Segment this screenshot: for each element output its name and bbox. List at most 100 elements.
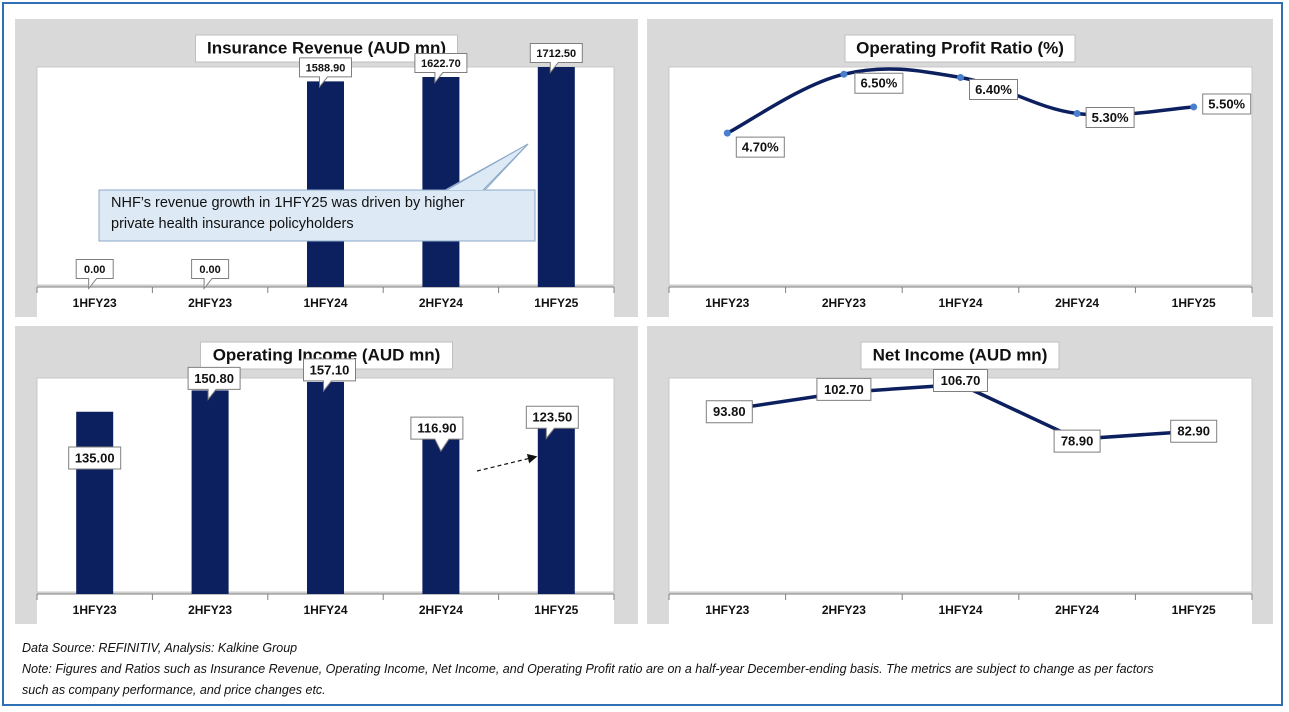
rev-data-label-2: 1588.90	[299, 57, 352, 89]
opr-category-label-4: 1HFY25	[1172, 296, 1216, 310]
ni-chart-svg: Net Income (AUD mn) 1HFY23 2HFY23 1HFY24 2HF…	[668, 341, 1253, 624]
opi-category-label-1: 2HFY23	[188, 603, 232, 617]
ni-category-label-3: 2HFY24	[1055, 603, 1099, 617]
ni-category-label-1: 2HFY23	[822, 603, 866, 617]
rev-data-label-2-text: 1588.90	[306, 62, 346, 74]
ni-data-label-4-text: 82.90	[1177, 424, 1210, 439]
opr-data-label-3: 5.30%	[1085, 106, 1135, 128]
opi-category-band	[37, 594, 614, 624]
rev-data-label-1: 0.00	[191, 259, 230, 290]
opr-chart-svg: Operating Profit Ratio (%) 1HFY23 2HFY23 1H…	[668, 34, 1253, 317]
opr-category-label-2: 1HFY24	[938, 296, 982, 310]
opi-category-label-0: 1HFY23	[73, 603, 117, 617]
rev-chart-title: Insurance Revenue (AUD mn)	[207, 38, 446, 57]
ni-data-label-2-text: 106.70	[941, 373, 981, 388]
opi-data-label-4: 123.50	[525, 405, 579, 440]
opr-plot-area	[668, 66, 1253, 286]
opr-data-label-1-text: 6.50%	[860, 76, 897, 91]
opr-category-band	[669, 287, 1252, 317]
opr-chart-title: Operating Profit Ratio (%)	[856, 38, 1064, 57]
rev-data-label-3-text: 1622.70	[421, 58, 461, 70]
ni-data-label-3-text: 78.90	[1061, 434, 1094, 449]
opi-data-label-1: 150.80	[187, 366, 241, 401]
opr-point-0	[723, 129, 731, 137]
opi-category-label-3: 2HFY24	[419, 603, 463, 617]
methodology-note-line-2: such as company performance, and price c…	[22, 683, 326, 697]
opi-data-label-1-text: 150.80	[194, 371, 234, 386]
opr-data-label-4: 5.50%	[1202, 93, 1252, 115]
ni-chart-title: Net Income (AUD mn)	[873, 345, 1048, 364]
ni-data-label-4: 82.90	[1170, 419, 1218, 443]
ni-data-label-1: 102.70	[816, 377, 872, 401]
rev-annotation-callout: NHF’s revenue growth in 1HFY25 was drive…	[98, 143, 536, 242]
opi-category-label-2: 1HFY24	[303, 603, 347, 617]
opi-data-label-2-text: 157.10	[310, 362, 350, 377]
ni-category-label-2: 1HFY24	[938, 603, 982, 617]
data-source-note: Data Source: REFINITIV, Analysis: Kalkin…	[22, 641, 298, 655]
opi-category-label-4: 1HFY25	[534, 603, 578, 617]
opr-category-label-1: 2HFY23	[822, 296, 866, 310]
ni-data-label-0-text: 93.80	[713, 404, 746, 419]
opr-data-label-0: 4.70%	[735, 136, 785, 158]
opr-point-3	[1073, 109, 1081, 117]
rev-category-label-0: 1HFY23	[73, 296, 117, 310]
rev-category-label-2: 1HFY24	[303, 296, 347, 310]
operating-profit-ratio-panel: Operating Profit Ratio (%) 1HFY23 2HFY23 1H…	[647, 19, 1273, 317]
ni-data-label-1-text: 102.70	[824, 382, 864, 397]
opr-data-label-3-text: 5.30%	[1092, 110, 1129, 125]
rev-chart-svg: Insurance Revenue (AUD mn) 1HFY23 2HFY23 1H…	[36, 34, 615, 317]
opr-data-label-1: 6.50%	[854, 72, 904, 94]
rev-bar-2	[307, 81, 344, 287]
opi-data-label-0: 135.00	[68, 446, 122, 470]
ni-data-label-0: 93.80	[705, 400, 753, 424]
opr-data-label-2: 6.40%	[969, 78, 1018, 100]
opi-trend-arrow	[476, 454, 538, 472]
opi-bar-0	[76, 411, 114, 594]
opr-data-label-0-text: 4.70%	[742, 140, 779, 155]
opr-title-box	[844, 34, 1076, 63]
ni-category-label-4: 1HFY25	[1172, 603, 1216, 617]
rev-category-label-1: 2HFY23	[188, 296, 232, 310]
opi-data-label-3: 116.90	[410, 416, 464, 453]
net-income-panel: Net Income (AUD mn) 1HFY23 2HFY23 1HFY24 2HF…	[647, 326, 1273, 624]
opr-point-2	[957, 73, 964, 81]
opi-data-label-2: 157.10	[303, 358, 356, 393]
opi-data-label-4-text: 123.50	[532, 410, 572, 425]
rev-data-label-3: 1622.70	[414, 53, 468, 84]
opi-chart-svg: Operating Income (AUD mn) 1HFY23 2HFY23 1HF…	[36, 341, 615, 624]
rev-bar-3	[422, 77, 460, 287]
opi-chart-title: Operating Income (AUD mn)	[213, 345, 441, 364]
ni-category-band	[669, 594, 1252, 624]
rev-data-label-4-text: 1712.50	[536, 48, 576, 60]
opi-bar-1	[191, 390, 229, 594]
opi-bar-3	[422, 436, 460, 594]
rev-data-label-1-text: 0.00	[199, 264, 220, 276]
rev-bar-4	[537, 67, 575, 287]
ni-category-label-0: 1HFY23	[705, 603, 749, 617]
rev-annotation-text: NHF’s revenue growth in 1HFY25 was drive…	[111, 195, 465, 232]
opr-data-label-4-text: 5.50%	[1208, 96, 1245, 111]
ni-title-box	[860, 341, 1060, 370]
rev-data-label-4: 1712.50	[529, 43, 583, 74]
opr-point-1	[840, 70, 848, 78]
ni-plot-area	[668, 377, 1253, 593]
methodology-note-line-1: Note: Figures and Ratios such as Insuran…	[22, 662, 1154, 676]
operating-income-panel: Operating Income (AUD mn) 1HFY23 2HFY23 1HF…	[15, 326, 638, 624]
opi-bar-2	[307, 381, 344, 594]
opr-point-4	[1190, 103, 1198, 111]
ni-data-label-3: 78.90	[1053, 429, 1101, 453]
rev-data-label-0-text: 0.00	[84, 264, 105, 276]
rev-category-label-3: 2HFY24	[419, 296, 463, 310]
opi-data-label-0-text: 135.00	[75, 450, 115, 465]
opr-data-label-2-text: 6.40%	[975, 82, 1012, 97]
rev-data-label-0: 0.00	[75, 259, 114, 290]
opi-data-label-3-text: 116.90	[417, 421, 456, 436]
rev-category-band	[37, 287, 614, 317]
opi-bar-4	[537, 427, 575, 594]
ni-data-label-2: 106.70	[933, 368, 988, 392]
footer: Data Source: REFINITIV, Analysis: Kalkin…	[22, 638, 1277, 701]
opr-category-label-3: 2HFY24	[1055, 296, 1099, 310]
insurance-revenue-panel: Insurance Revenue (AUD mn) 1HFY23 2HFY23 1H…	[15, 19, 638, 317]
opr-category-label-0: 1HFY23	[705, 296, 749, 310]
